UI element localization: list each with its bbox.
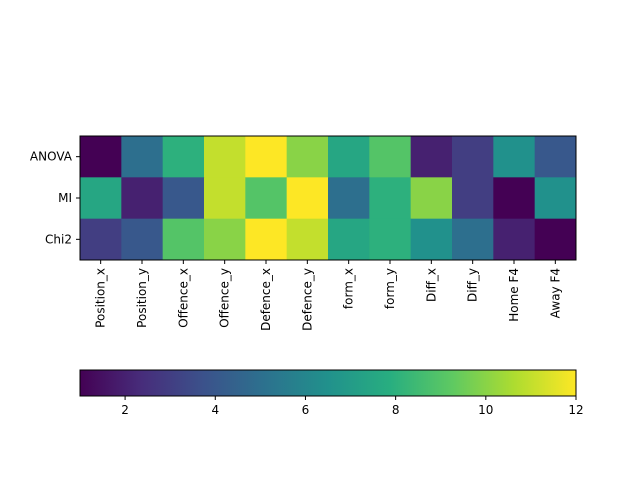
heatmap-cell-mi-away-f4: [534, 177, 577, 220]
heatmap-cell-chi2-away-f4: [534, 218, 577, 261]
x-tick-label-defence-y: Defence_y: [300, 268, 314, 331]
heatmap-cell-chi2-home-f4: [493, 218, 536, 261]
heatmap-cell-anova-defence-y: [286, 136, 329, 178]
y-axis: ANOVA MI Chi2: [30, 150, 80, 246]
heatmap-cell-mi-offence-x: [162, 177, 205, 220]
y-tick-label-mi: MI: [58, 191, 72, 205]
colorbar-tick-label: 4: [211, 403, 219, 417]
heatmap-cell-chi2-position-y: [121, 218, 164, 261]
heatmap-cell-anova-offence-x: [162, 136, 205, 178]
colorbar-tick-label: 12: [568, 403, 583, 417]
heatmap-cell-anova-diff-y: [452, 136, 494, 178]
heatmap-cell-mi-position-y: [121, 177, 164, 220]
colorbar-tick-label: 2: [121, 403, 129, 417]
heatmap-cell-chi2-diff-y: [452, 218, 494, 261]
heatmap-cell-chi2-diff-x: [410, 218, 453, 261]
x-axis: Position_x Position_y Offence_x Offence_y De…: [94, 260, 562, 331]
heatmap-cell-anova-away-f4: [534, 136, 577, 178]
x-tick-label-away-f4: Away F4: [548, 268, 562, 318]
x-tick-label-offence-x: Offence_x: [176, 268, 190, 328]
y-tick-label-anova: ANOVA: [30, 150, 73, 164]
heatmap-cell-mi-defence-x: [245, 177, 288, 220]
heatmap-cell-mi-form-y: [369, 177, 412, 220]
heatmap-cell-chi2-form-y: [369, 218, 412, 261]
x-tick-label-position-x: Position_x: [94, 268, 108, 328]
colorbar-tick-label: 6: [302, 403, 310, 417]
heatmap-cell-anova-offence-y: [204, 136, 246, 178]
x-tick-label-diff-x: Diff_x: [424, 268, 438, 302]
x-tick-label-offence-y: Offence_y: [218, 268, 232, 328]
heatmap-cell-mi-home-f4: [493, 177, 536, 220]
heatmap-cell-mi-form-x: [328, 177, 370, 220]
x-tick-label-form-x: form_x: [342, 268, 356, 309]
colorbar: [79, 369, 577, 397]
colorbar-axis: 2 4 6 8 10 12: [121, 396, 584, 417]
y-tick-label-chi2: Chi2: [45, 232, 72, 246]
heatmap-cell-anova-position-y: [121, 136, 164, 178]
x-tick-label-home-f4: Home F4: [507, 268, 521, 322]
heatmap-cell-mi-position-x: [80, 177, 122, 220]
heatmap-cell-chi2-defence-y: [286, 218, 329, 261]
heatmap-cell-chi2-offence-y: [204, 218, 246, 261]
heatmap-cell-anova-home-f4: [493, 136, 536, 178]
heatmap-cell-mi-diff-y: [452, 177, 494, 220]
x-tick-label-form-y: form_y: [383, 268, 397, 309]
heatmap-cell-anova-diff-x: [410, 136, 453, 178]
x-tick-label-position-y: Position_y: [135, 268, 149, 328]
heatmap-cell-chi2-position-x: [80, 218, 122, 261]
heatmap-cell-mi-defence-y: [286, 177, 329, 220]
heatmap-cell-mi-offence-y: [204, 177, 246, 220]
heatmap-cell-anova-form-y: [369, 136, 412, 178]
heatmap-cell-mi-diff-x: [410, 177, 453, 220]
heatmap-cells: [80, 136, 577, 261]
heatmap-cell-anova-position-x: [80, 136, 122, 178]
x-tick-label-diff-y: Diff_y: [466, 268, 480, 302]
colorbar-tick-label: 10: [478, 403, 493, 417]
heatmap-cell-chi2-offence-x: [162, 218, 205, 261]
colorbar-tick-label: 8: [392, 403, 400, 417]
heatmap-cell-chi2-defence-x: [245, 218, 288, 261]
x-tick-label-defence-x: Defence_x: [259, 268, 273, 331]
heatmap-cell-chi2-form-x: [328, 218, 370, 261]
heatmap-cell-anova-form-x: [328, 136, 370, 178]
heatmap-cell-anova-defence-x: [245, 136, 288, 178]
